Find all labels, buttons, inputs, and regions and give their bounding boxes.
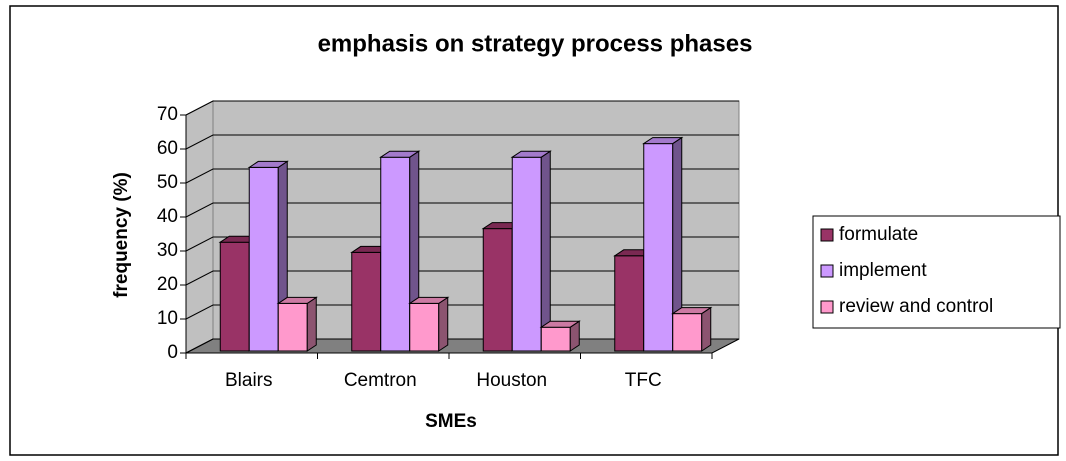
- bar: [510, 150, 552, 352]
- x-axis-label: SMEs: [425, 411, 477, 432]
- legend-swatch: [820, 228, 834, 242]
- bar-front: [614, 255, 645, 352]
- y-axis-label: frequency (%): [111, 172, 132, 298]
- bar: [276, 296, 318, 352]
- bar-front: [351, 251, 382, 352]
- x-tick-label: Cemtron: [344, 370, 417, 391]
- bar-top: [276, 296, 318, 304]
- grid-line: [185, 134, 739, 150]
- y-tick-label: 40: [157, 206, 178, 227]
- bar-side: [540, 150, 551, 352]
- y-tick-label: 20: [157, 274, 178, 295]
- legend-swatch: [820, 300, 834, 314]
- bar-side: [438, 296, 449, 352]
- y-tick-label: 50: [157, 172, 178, 193]
- bar-front: [409, 302, 440, 352]
- bar-top: [642, 137, 684, 145]
- bar-top: [408, 296, 450, 304]
- bar-front: [540, 326, 571, 352]
- y-tick-label: 30: [157, 240, 178, 261]
- x-tick-label: TFC: [625, 370, 662, 391]
- legend-label: formulate: [839, 224, 918, 245]
- bar-top: [671, 307, 713, 315]
- y-tick-label: 60: [157, 138, 178, 159]
- bar-front: [380, 156, 411, 352]
- bar: [671, 306, 713, 352]
- legend-label: review and control: [839, 296, 993, 317]
- x-tick-label: Houston: [476, 370, 547, 391]
- bar-top: [539, 320, 581, 328]
- bar-top: [379, 150, 421, 158]
- bar-side: [701, 306, 712, 352]
- grid-line: [185, 168, 739, 184]
- grid-line: [185, 270, 739, 286]
- x-tick-label: Blairs: [225, 370, 273, 391]
- bar: [539, 320, 581, 352]
- bar-front: [248, 166, 279, 352]
- bar: [408, 296, 450, 352]
- bar-front: [511, 156, 542, 352]
- side-wall: [185, 100, 214, 354]
- legend-box: [812, 215, 1061, 329]
- grid-line: [185, 304, 739, 320]
- bar-side: [306, 296, 317, 352]
- grid-line: [185, 236, 739, 252]
- bar-top: [247, 160, 289, 168]
- grid-line: [185, 202, 739, 218]
- y-tick-label: 70: [157, 104, 178, 125]
- legend-swatch: [820, 264, 834, 278]
- bar-top: [510, 150, 552, 158]
- legend-label: implement: [839, 260, 927, 281]
- bar-front: [277, 302, 308, 352]
- y-tick-label: 10: [157, 308, 178, 329]
- bar: [379, 150, 421, 352]
- bar-front: [219, 241, 250, 352]
- chart-title: emphasis on strategy process phases: [318, 30, 753, 57]
- bar-front: [643, 143, 674, 352]
- grid-line: [185, 100, 739, 116]
- bar-front: [672, 313, 703, 352]
- y-tick-label: 0: [167, 342, 178, 363]
- bar-front: [482, 228, 513, 352]
